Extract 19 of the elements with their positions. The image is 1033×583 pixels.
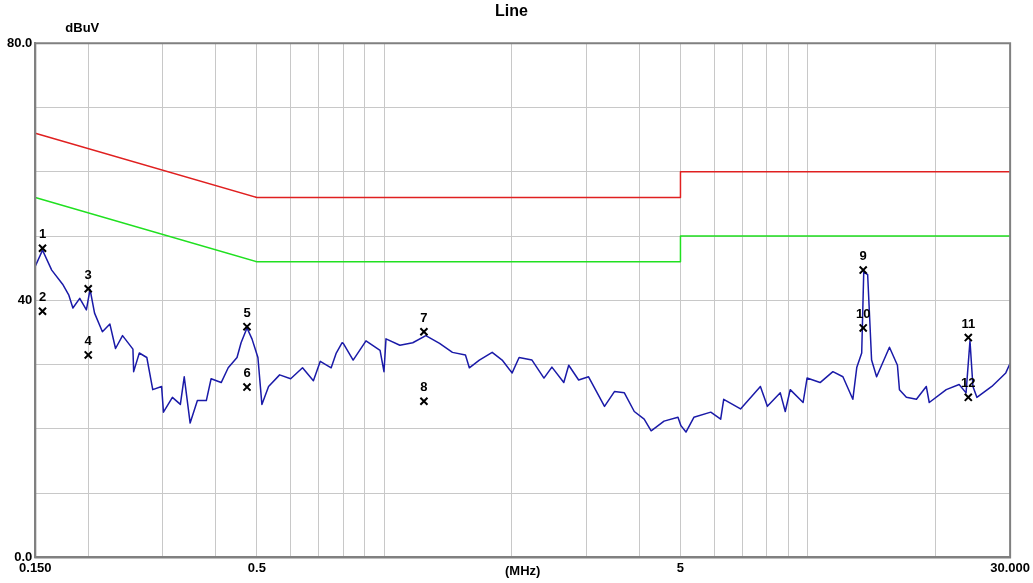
- annotation: 3: [84, 266, 92, 282]
- annotation: 6: [243, 365, 251, 381]
- annotation: 5: [243, 304, 251, 320]
- chart-title: Line: [495, 2, 529, 20]
- y-axis-title: dBuV: [65, 20, 100, 36]
- annotation: 9: [859, 248, 867, 264]
- x-tick-label: 0.5: [247, 559, 266, 575]
- x-axis-title: (MHz): [505, 563, 541, 579]
- annotation: 1: [38, 226, 47, 242]
- y-tick-label: 80.0: [6, 34, 33, 50]
- annotation: 8: [420, 379, 428, 395]
- annotation: 11: [961, 315, 976, 331]
- x-tick-label: 5: [676, 559, 685, 575]
- annotation: 7: [420, 309, 428, 325]
- y-tick-label: 0.0: [14, 548, 33, 564]
- annotation: 4: [84, 333, 93, 349]
- annotation: 2: [38, 289, 47, 305]
- y-tick-label: 40: [17, 291, 33, 307]
- x-tick-label: 30.000: [990, 559, 1030, 575]
